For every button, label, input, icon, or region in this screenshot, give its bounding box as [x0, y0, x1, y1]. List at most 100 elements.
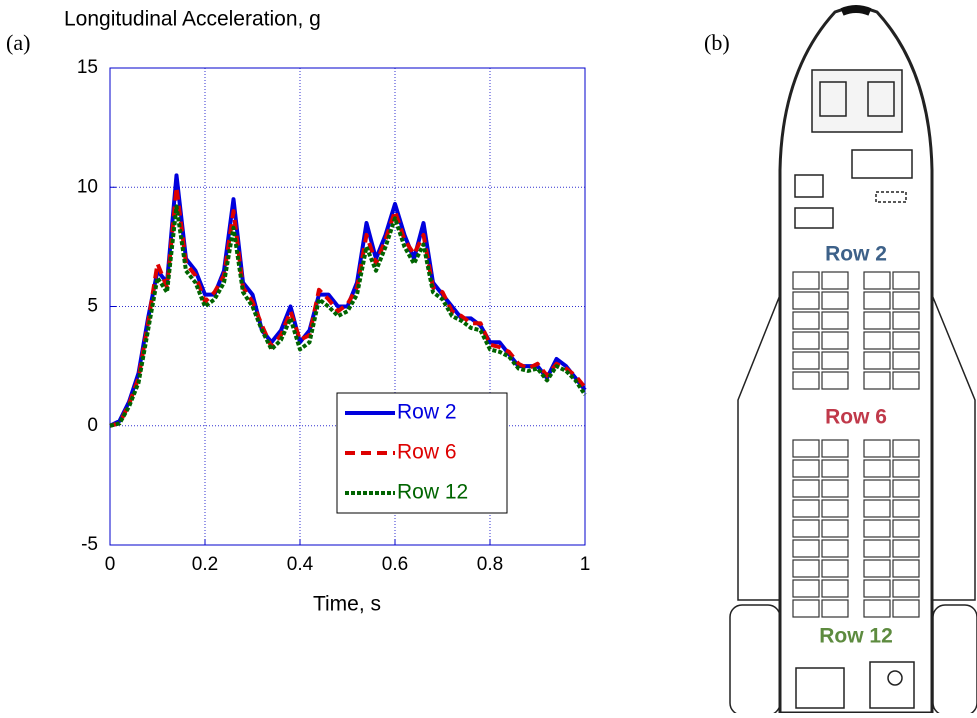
seat: [863, 479, 891, 498]
seat: [863, 559, 891, 578]
seat: [892, 271, 920, 290]
seat: [863, 271, 891, 290]
legend-label: Row 12: [397, 481, 468, 504]
seat: [792, 599, 820, 618]
x-tick-label: 0.2: [192, 554, 218, 575]
seat: [821, 599, 849, 618]
seat: [821, 499, 849, 518]
row-label: Row 2: [825, 243, 887, 266]
x-tick-label: 0.8: [477, 554, 503, 575]
seat: [821, 519, 849, 538]
row-label: Row 12: [819, 625, 893, 648]
row-label-bg: [806, 239, 906, 271]
seat: [821, 351, 849, 370]
y-tick-label: 15: [77, 57, 98, 78]
seat: [792, 271, 820, 290]
x-tick-label: 0: [105, 554, 116, 575]
seat: [863, 519, 891, 538]
seat: [892, 331, 920, 350]
seat: [892, 311, 920, 330]
seat: [892, 539, 920, 558]
row-label-bg: [806, 402, 906, 434]
seat: [892, 459, 920, 478]
left-wing: [737, 289, 783, 601]
seat: [892, 439, 920, 458]
seat: [892, 599, 920, 618]
seat: [792, 459, 820, 478]
y-tick-label: 5: [87, 296, 98, 317]
lavatory: [869, 661, 915, 709]
panel-label: (b): [704, 30, 730, 55]
y-tick-label: -5: [81, 534, 98, 555]
seat: [821, 439, 849, 458]
seat: [792, 479, 820, 498]
seat: [821, 271, 849, 290]
seat: [792, 351, 820, 370]
galley: [851, 149, 913, 179]
seat: [792, 559, 820, 578]
seat: [892, 351, 920, 370]
seat-map: [792, 271, 920, 618]
closet: [794, 174, 824, 198]
seat: [821, 479, 849, 498]
seat: [792, 439, 820, 458]
legend-label: Row 6: [397, 441, 457, 464]
legend-label: Row 2: [397, 401, 457, 424]
seat: [792, 291, 820, 310]
panel-label: (a): [6, 30, 30, 55]
cockpit: [811, 69, 903, 133]
seat: [821, 539, 849, 558]
seat: [863, 599, 891, 618]
seat: [863, 291, 891, 310]
x-tick-label: 0.4: [287, 554, 314, 575]
seat: [792, 519, 820, 538]
series-line: [109, 173, 587, 428]
airplane-diagram: [729, 5, 977, 716]
x-axis-label: Time, s: [313, 593, 381, 616]
seat: [792, 331, 820, 350]
seat: [821, 459, 849, 478]
seat: [892, 579, 920, 598]
toilet: [887, 670, 903, 686]
seat: [792, 579, 820, 598]
seat: [863, 539, 891, 558]
pilot-seat: [867, 81, 895, 117]
plot-frame: [109, 67, 586, 546]
seat: [892, 371, 920, 390]
seat: [892, 291, 920, 310]
seat: [863, 499, 891, 518]
row-label-bg: [806, 621, 906, 653]
seat: [821, 291, 849, 310]
y-tick-label: 10: [77, 176, 98, 197]
x-tick-label: 1: [580, 554, 591, 575]
attendant-seat: [875, 191, 907, 203]
seat: [821, 579, 849, 598]
right-engine: [932, 604, 977, 716]
stowage: [794, 207, 834, 229]
seat: [863, 371, 891, 390]
seat: [792, 499, 820, 518]
pilot-seat: [819, 81, 847, 117]
seat: [821, 371, 849, 390]
lavatory: [795, 667, 845, 709]
seat: [792, 311, 820, 330]
seat: [821, 311, 849, 330]
y-tick-label: 0: [87, 415, 98, 436]
seat: [863, 311, 891, 330]
seat: [892, 479, 920, 498]
seat: [863, 459, 891, 478]
series-line: [109, 204, 587, 428]
seat: [863, 331, 891, 350]
seat: [892, 519, 920, 538]
right-wing: [929, 289, 976, 601]
nose-cone: [840, 5, 872, 16]
seat: [892, 499, 920, 518]
left-engine: [729, 604, 781, 716]
seat: [892, 559, 920, 578]
seat: [863, 351, 891, 370]
row-label: Row 6: [825, 406, 887, 429]
x-tick-label: 0.6: [382, 554, 408, 575]
seat: [821, 331, 849, 350]
seat: [792, 371, 820, 390]
